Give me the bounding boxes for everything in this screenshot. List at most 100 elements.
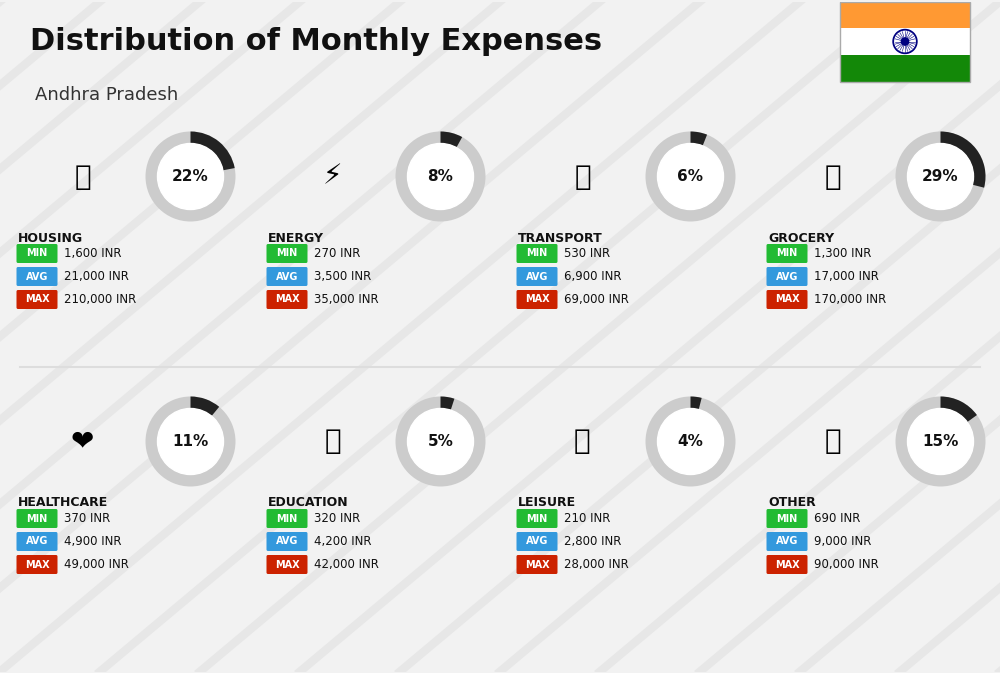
Text: 1,600 INR: 1,600 INR xyxy=(64,247,122,260)
Circle shape xyxy=(895,32,915,52)
Text: 4%: 4% xyxy=(678,434,703,449)
Text: AVG: AVG xyxy=(776,536,798,546)
Text: ⚡: ⚡ xyxy=(323,162,342,190)
Text: GROCERY: GROCERY xyxy=(768,232,834,244)
Text: 42,000 INR: 42,000 INR xyxy=(314,558,379,571)
Text: 690 INR: 690 INR xyxy=(814,512,860,525)
Text: Andhra Pradesh: Andhra Pradesh xyxy=(35,87,178,104)
Text: AVG: AVG xyxy=(776,271,798,281)
Text: MIN: MIN xyxy=(26,513,48,524)
Text: HEALTHCARE: HEALTHCARE xyxy=(18,497,108,509)
Text: 69,000 INR: 69,000 INR xyxy=(564,293,629,306)
Wedge shape xyxy=(940,396,977,422)
Text: 370 INR: 370 INR xyxy=(64,512,110,525)
Text: MAX: MAX xyxy=(525,559,549,569)
Text: AVG: AVG xyxy=(276,536,298,546)
Text: MIN: MIN xyxy=(276,513,298,524)
Text: MAX: MAX xyxy=(525,295,549,304)
Text: 🚌: 🚌 xyxy=(574,162,591,190)
FancyBboxPatch shape xyxy=(766,555,807,574)
Wedge shape xyxy=(146,396,236,487)
Wedge shape xyxy=(690,396,702,410)
Text: 320 INR: 320 INR xyxy=(314,512,360,525)
Text: AVG: AVG xyxy=(276,271,298,281)
Circle shape xyxy=(908,143,974,209)
FancyBboxPatch shape xyxy=(16,555,58,574)
FancyBboxPatch shape xyxy=(266,509,308,528)
Text: 210,000 INR: 210,000 INR xyxy=(64,293,136,306)
Text: 15%: 15% xyxy=(922,434,959,449)
Text: 35,000 INR: 35,000 INR xyxy=(314,293,379,306)
FancyBboxPatch shape xyxy=(516,244,558,263)
FancyBboxPatch shape xyxy=(266,267,308,286)
Wedge shape xyxy=(896,396,986,487)
Text: 270 INR: 270 INR xyxy=(314,247,360,260)
Wedge shape xyxy=(440,131,462,147)
Bar xyxy=(840,1,970,28)
Text: 🎓: 🎓 xyxy=(324,427,341,456)
Text: 4,200 INR: 4,200 INR xyxy=(314,535,372,548)
Text: MIN: MIN xyxy=(776,513,798,524)
Wedge shape xyxy=(190,396,219,416)
Circle shape xyxy=(158,409,224,474)
Wedge shape xyxy=(646,396,736,487)
Wedge shape xyxy=(190,131,235,170)
Wedge shape xyxy=(896,131,986,221)
Wedge shape xyxy=(396,131,486,221)
Text: TRANSPORT: TRANSPORT xyxy=(518,232,603,244)
FancyBboxPatch shape xyxy=(516,267,558,286)
Wedge shape xyxy=(646,131,736,221)
Text: 1,300 INR: 1,300 INR xyxy=(814,247,871,260)
Text: 8%: 8% xyxy=(428,169,453,184)
Text: 3,500 INR: 3,500 INR xyxy=(314,270,371,283)
FancyBboxPatch shape xyxy=(16,532,58,551)
Text: 6,900 INR: 6,900 INR xyxy=(564,270,621,283)
Circle shape xyxy=(901,38,909,45)
Text: MAX: MAX xyxy=(275,559,299,569)
Text: 11%: 11% xyxy=(172,434,209,449)
Text: MIN: MIN xyxy=(276,248,298,258)
Circle shape xyxy=(158,143,224,209)
FancyBboxPatch shape xyxy=(766,509,807,528)
Text: 530 INR: 530 INR xyxy=(564,247,610,260)
Text: 💰: 💰 xyxy=(824,427,841,456)
FancyBboxPatch shape xyxy=(16,290,58,309)
FancyBboxPatch shape xyxy=(16,244,58,263)
Text: 22%: 22% xyxy=(172,169,209,184)
Text: MAX: MAX xyxy=(775,559,799,569)
Circle shape xyxy=(908,409,974,474)
Text: HOUSING: HOUSING xyxy=(18,232,83,244)
Text: 🛒: 🛒 xyxy=(824,162,841,190)
Text: MAX: MAX xyxy=(25,295,49,304)
Text: MAX: MAX xyxy=(775,295,799,304)
Text: LEISURE: LEISURE xyxy=(518,497,576,509)
Circle shape xyxy=(658,409,724,474)
Text: MIN: MIN xyxy=(776,248,798,258)
FancyBboxPatch shape xyxy=(766,244,807,263)
Text: 90,000 INR: 90,000 INR xyxy=(814,558,879,571)
Text: 49,000 INR: 49,000 INR xyxy=(64,558,129,571)
Text: 28,000 INR: 28,000 INR xyxy=(564,558,629,571)
FancyBboxPatch shape xyxy=(766,267,807,286)
Wedge shape xyxy=(940,131,985,188)
Text: AVG: AVG xyxy=(526,536,548,546)
Text: OTHER: OTHER xyxy=(768,497,816,509)
FancyBboxPatch shape xyxy=(766,290,807,309)
Text: 4,900 INR: 4,900 INR xyxy=(64,535,122,548)
Text: MAX: MAX xyxy=(25,559,49,569)
FancyBboxPatch shape xyxy=(516,509,558,528)
FancyBboxPatch shape xyxy=(266,555,308,574)
Text: 2,800 INR: 2,800 INR xyxy=(564,535,621,548)
Text: EDUCATION: EDUCATION xyxy=(268,497,349,509)
Text: 9,000 INR: 9,000 INR xyxy=(814,535,871,548)
FancyBboxPatch shape xyxy=(516,555,558,574)
Text: AVG: AVG xyxy=(26,536,48,546)
Wedge shape xyxy=(440,396,454,410)
Text: MIN: MIN xyxy=(26,248,48,258)
Text: 21,000 INR: 21,000 INR xyxy=(64,270,129,283)
FancyBboxPatch shape xyxy=(766,532,807,551)
Text: 6%: 6% xyxy=(678,169,704,184)
Bar xyxy=(840,28,970,55)
Wedge shape xyxy=(146,131,236,221)
FancyBboxPatch shape xyxy=(516,532,558,551)
